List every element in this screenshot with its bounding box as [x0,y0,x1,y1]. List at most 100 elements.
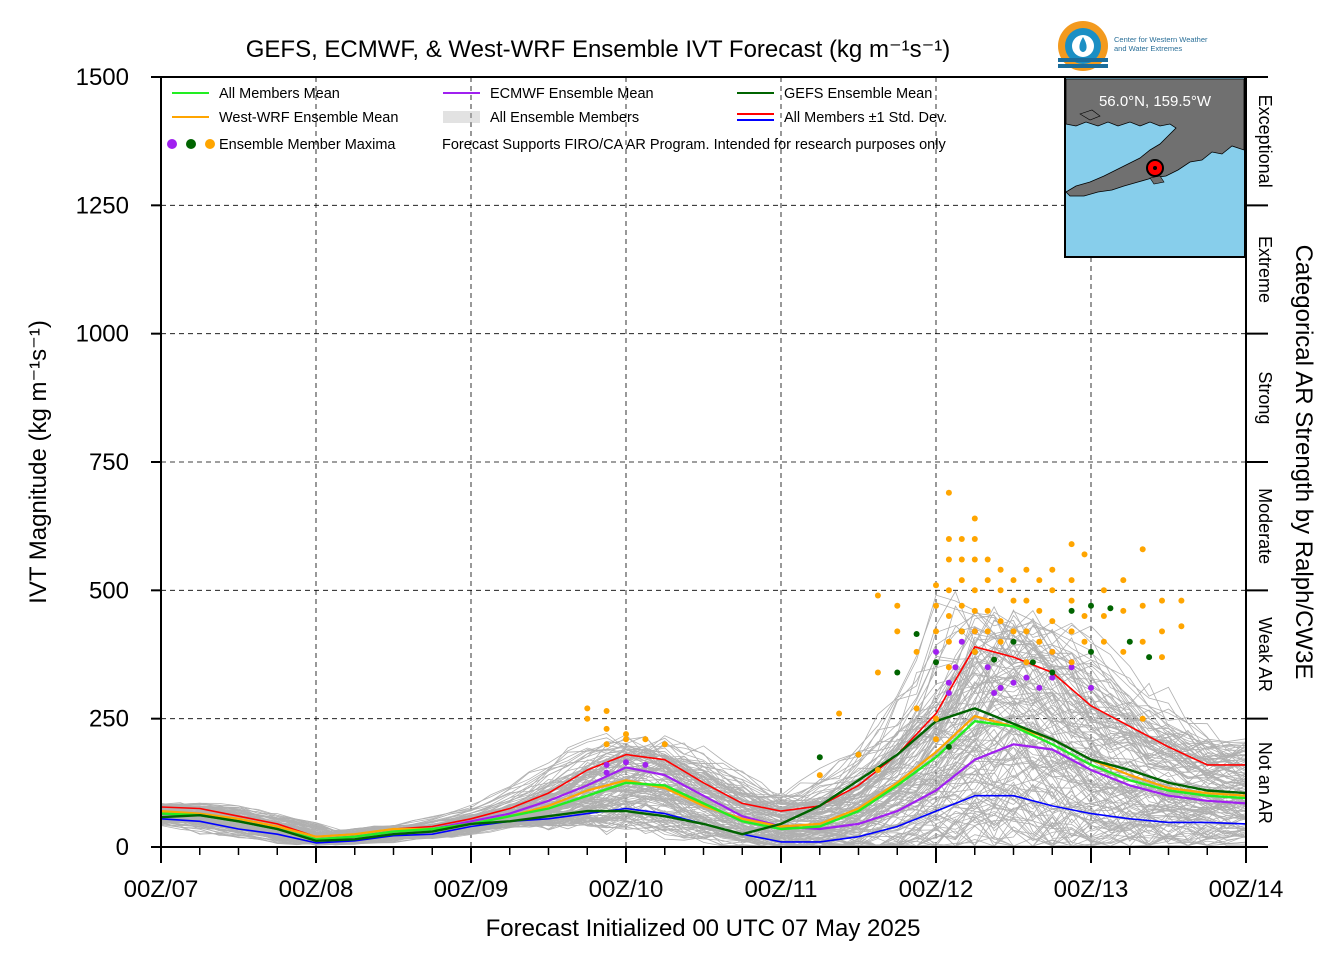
maxima-point-wwrf [1023,628,1030,635]
y-tick-label: 1250 [76,192,129,219]
maxima-point-wwrf [623,731,629,738]
maxima-point-wwrf [1068,541,1075,548]
logo-text-line1: Center for Western Weather [1114,35,1208,44]
legend-label: Ensemble Member Maxima [219,137,396,153]
maxima-point-wwrf [997,618,1004,625]
maxima-point-ecmwf [991,690,998,696]
maxima-point-gefs [933,659,939,666]
maxima-point-ecmwf [1088,684,1094,691]
maxima-point-wwrf [1081,551,1088,558]
maxima-point-wwrf [894,628,901,635]
legend-note: Forecast Supports FIRO/CA AR Program. In… [442,137,946,153]
maxima-point-wwrf [1068,597,1075,604]
maxima-point-wwrf [933,628,939,635]
maxima-point-wwrf [971,536,978,542]
legend-label: All Ensemble Members [490,110,639,126]
maxima-point-ecmwf [952,664,959,671]
cw3e-logo: Center for Western Weather and Water Ext… [1058,21,1208,71]
maxima-point-ecmwf [958,638,965,645]
x-tick-label: 00Z/09 [434,876,509,903]
maxima-point-gefs [1010,638,1017,645]
alaska-landmass [1065,78,1245,197]
y-tick-label: 1500 [76,64,129,91]
maxima-point-gefs [1107,605,1114,612]
maxima-point-ecmwf [623,759,629,766]
maxima-point-wwrf [1010,628,1017,635]
maxima-point-gefs [945,743,952,750]
logo-text-line2: and Water Extremes [1114,44,1182,53]
maxima-point-wwrf [945,664,952,671]
maxima-point-wwrf [1159,654,1165,661]
ar-category-label: Not an AR [1255,742,1275,824]
maxima-point-wwrf [1036,607,1043,614]
grid-lines [161,77,1246,847]
y-tick-label: 750 [89,449,129,476]
maxima-point-wwrf [971,648,978,655]
maxima-point-wwrf [1068,628,1075,635]
ensemble-member-line [160,814,1247,847]
maxima-point-gefs [991,656,998,663]
x-tick-label: 00Z/14 [1209,876,1284,903]
maxima-point-wwrf [984,628,991,635]
maxima-point-wwrf [1068,659,1075,666]
x-tick-label: 00Z/07 [124,876,199,903]
series-line-all-members-mean [160,720,1247,841]
maxima-point-wwrf [1178,623,1185,630]
maxima-point-gefs [1088,648,1094,655]
maxima-point-wwrf [894,602,901,609]
maxima-point-gefs [1088,602,1094,609]
maxima-point-wwrf [945,638,952,645]
legend-label: All Members Mean [219,86,340,102]
maxima-point-wwrf [1139,638,1146,645]
maxima-point-wwrf [997,566,1004,573]
x-axis-label: Forecast Initialized 00 UTC 07 May 2025 [486,915,921,942]
maxima-point-wwrf [874,767,881,773]
maxima-point-gefs [913,631,920,637]
maxima-point-wwrf [1139,602,1146,609]
maxima-point-gefs [1049,669,1056,676]
maxima-point-wwrf [855,751,862,758]
maxima-point-gefs [1029,659,1036,666]
maxima-point-wwrf [603,708,610,714]
maxima-point-wwrf [874,669,881,676]
maxima-point-wwrf [958,602,965,609]
maxima-point-wwrf [1036,577,1043,584]
right-axis-label: Categorical AR Strength by Ralph/CW3E [1290,245,1317,680]
y-tick-label: 500 [89,577,129,604]
ensemble-member-line [160,814,1247,847]
maxima-point-wwrf [1049,648,1056,655]
maxima-point-wwrf [584,715,591,722]
map-coordinates: 56.0°N, 159.5°W [1099,93,1212,110]
maxima-point-wwrf [1120,577,1127,584]
legend-label: All Members ±1 Std. Dev. [784,110,947,126]
maxima-point-wwrf [584,705,591,712]
legend-dot [167,139,177,149]
maxima-point-ecmwf [1023,674,1030,681]
maxima-point-wwrf [958,577,965,584]
maxima-point-wwrf [816,772,823,779]
maxima-point-ecmwf [1010,679,1017,686]
maxima-point-wwrf [945,536,952,542]
maxima-point-gefs [816,754,823,761]
maxima-point-ecmwf [1049,674,1056,681]
maxima-point-ecmwf [997,684,1004,691]
x-tick-label: 00Z/08 [279,876,354,903]
maxima-point-wwrf [984,607,991,614]
maxima-point-wwrf [603,725,610,732]
ar-category-axis: Not an AR Weak AR Moderate Strong Extreme Exc… [1245,76,1275,848]
maxima-point-wwrf [945,556,952,563]
maxima-point-wwrf [971,587,978,594]
maxima-point-wwrf [1120,607,1127,614]
x-axis: 00Z/07 00Z/08 00Z/09 00Z/10 00Z/11 00Z/12 00Z/… [124,847,1284,903]
maxima-point-wwrf [642,736,649,743]
maxima-point-gefs [1146,654,1153,661]
maxima-point-wwrf [623,736,629,743]
ensemble-member-line [160,668,1247,838]
maxima-point-wwrf [1010,597,1017,604]
maxima-point-ecmwf [603,769,610,776]
maxima-point-wwrf [913,648,920,655]
maxima-point-ecmwf [945,679,952,686]
maxima-point-wwrf [1139,715,1146,722]
y-tick-label: 250 [89,706,129,733]
x-tick-label: 00Z/11 [745,876,818,903]
